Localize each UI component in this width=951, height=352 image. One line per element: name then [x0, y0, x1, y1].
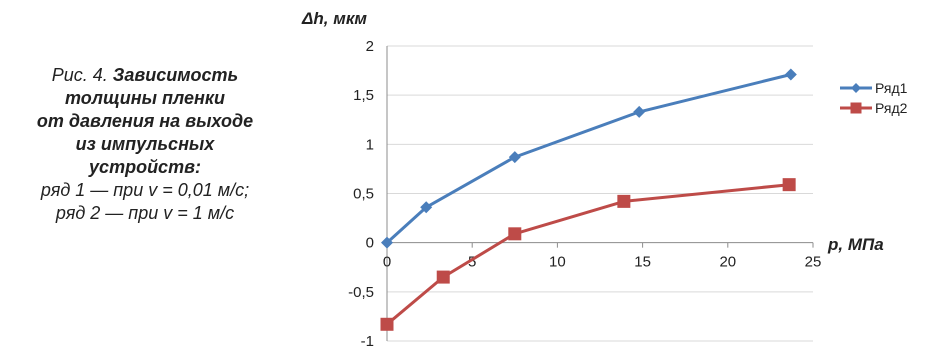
legend-label-1: Ряд1 — [875, 80, 908, 96]
series-2-point-2 — [508, 227, 522, 241]
x-tick-label-3: 15 — [634, 254, 651, 271]
series-1-point-1 — [420, 201, 433, 214]
caption-line-1: Рис. 4. Зависимость — [0, 64, 290, 87]
caption-line-4: из импульсных — [75, 134, 215, 154]
caption-line-5: устройств: — [89, 157, 201, 177]
caption-title-start: Зависимость — [112, 65, 239, 85]
series-1-point-2 — [508, 151, 521, 164]
y-tick-label-4: 1 — [366, 136, 374, 153]
series-2-point-3 — [617, 194, 631, 208]
legend-marker-2 — [850, 102, 862, 114]
tick-labels: -1-0,500,511,520 5 10 15 20 25 — [348, 38, 821, 350]
figure-caption: Рис. 4. Зависимость толщины пленки от да… — [0, 64, 290, 225]
caption-figure-number: Рис. 4. — [51, 65, 113, 85]
legend-marker-1 — [851, 83, 861, 93]
x-axis-title: p, МПа — [827, 235, 884, 254]
x-tick-label-4: 20 — [719, 254, 736, 271]
caption-line-2: толщины пленки — [65, 88, 225, 108]
caption-line-6: ряд 1 — при v = 0,01 м/с; — [40, 180, 250, 200]
series-2-point-4 — [782, 178, 796, 192]
y-tick-label-0: -1 — [361, 333, 374, 350]
x-tick-label-5: 25 — [805, 254, 822, 271]
series-2-point-0 — [380, 317, 394, 331]
x-tick-label-1: 5 — [468, 254, 476, 271]
series-1-point-3 — [633, 105, 646, 118]
y-tick-label-6: 2 — [366, 38, 374, 55]
grid-lines — [387, 45, 813, 342]
series-2-point-1 — [436, 270, 450, 284]
series-1-point-0 — [381, 236, 393, 249]
y-tick-label-3: 0,5 — [353, 186, 374, 203]
y-tick-label-5: 1,5 — [353, 87, 374, 104]
legend-label-2: Ряд2 — [875, 100, 908, 116]
series-markers — [380, 68, 797, 331]
series-lines — [385, 73, 792, 326]
series-line-1 — [385, 73, 792, 244]
y-axis-title: Δh, мкм — [301, 9, 367, 28]
y-tick-label-2: 0 — [366, 235, 374, 252]
caption-line-3: от давления на выходе — [36, 111, 254, 131]
y-tick-label-1: -0,5 — [348, 284, 374, 301]
caption-line-7: ряд 2 — при v = 1 м/с — [55, 203, 235, 223]
x-tick-label-2: 10 — [549, 254, 566, 271]
series-1-point-4 — [784, 68, 797, 81]
x-tick-label-0: 0 — [383, 254, 391, 271]
legend: Ряд1 Ряд2 — [840, 80, 908, 116]
